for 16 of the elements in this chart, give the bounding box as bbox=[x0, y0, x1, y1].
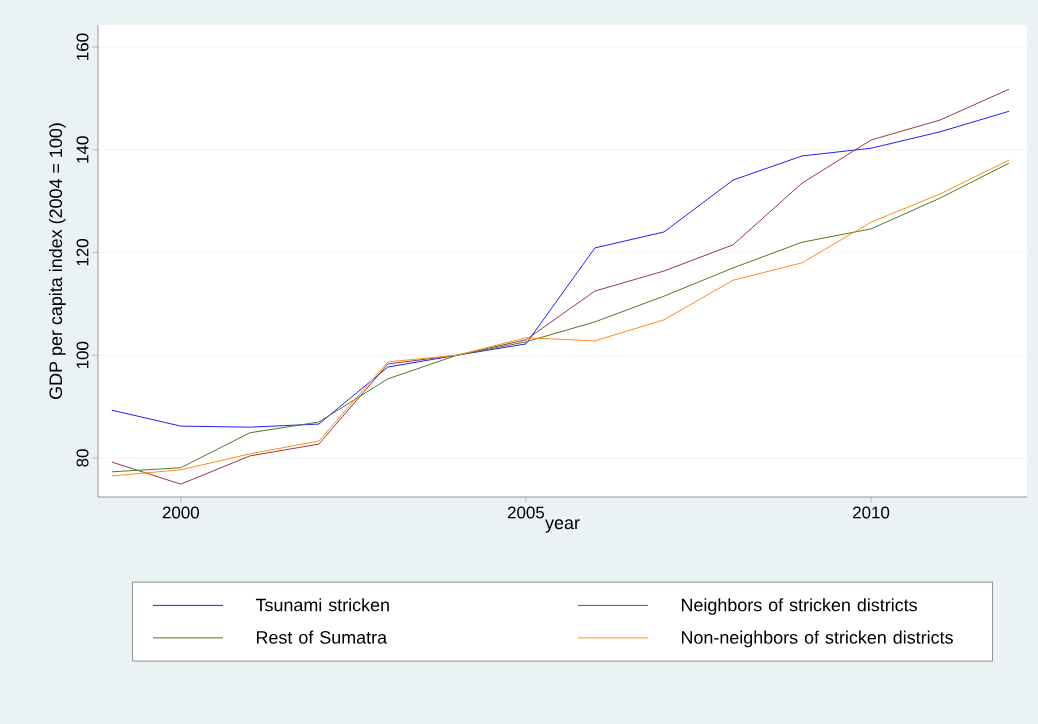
y-tick-label: 100 bbox=[76, 341, 89, 369]
y-tick-label: 160 bbox=[76, 33, 89, 60]
legend-label: Rest of Sumatra bbox=[256, 630, 388, 644]
y-tick-label: 120 bbox=[76, 239, 89, 266]
x-tick-label: 2000 bbox=[162, 506, 199, 519]
legend-label: Non-neighbors of stricken districts bbox=[681, 630, 953, 648]
line-series bbox=[111, 110, 1010, 428]
line-series bbox=[111, 88, 1010, 485]
legend-label: Neighbors of stricken districts bbox=[681, 598, 917, 615]
y-tick-label: 80 bbox=[76, 449, 89, 467]
x-axis-title: year bbox=[545, 519, 580, 533]
legend-label: Tsunami stricken bbox=[255, 598, 389, 612]
y-axis-title: GDP per capita index (2004 = 100) bbox=[48, 123, 66, 399]
y-tick-label: 140 bbox=[76, 136, 89, 163]
x-tick-label: 2005 bbox=[507, 506, 545, 519]
x-tick-label: 2010 bbox=[853, 506, 890, 519]
